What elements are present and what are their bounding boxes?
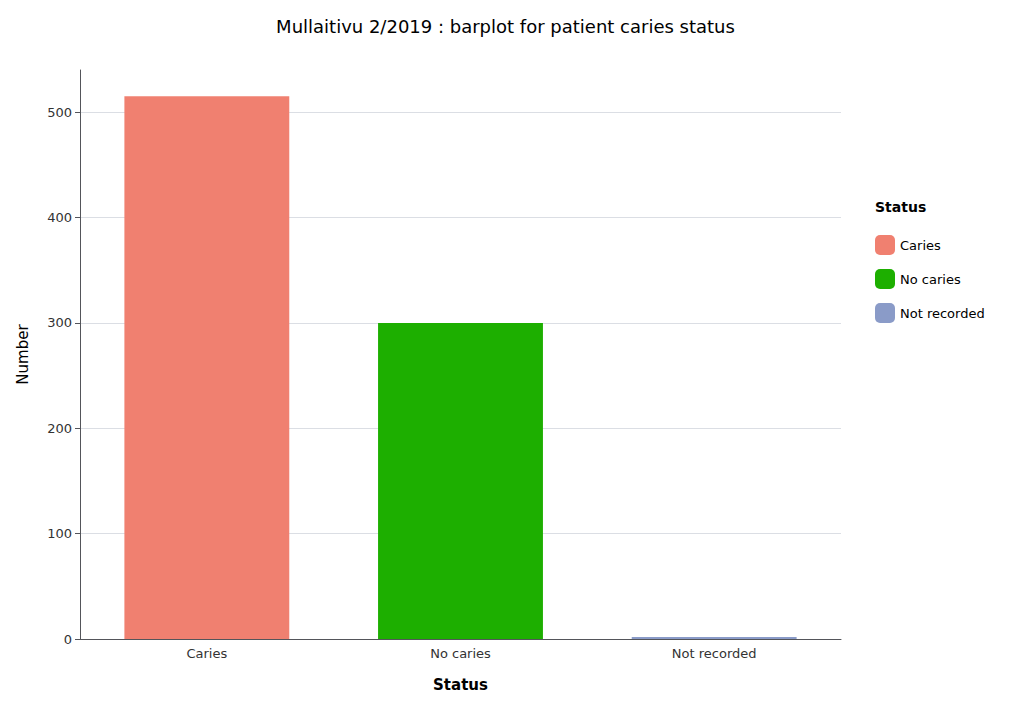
svg-text:Mullaitivu 2/2019 : barplot fo: Mullaitivu 2/2019 : barplot for patient …	[276, 16, 735, 37]
svg-text:500: 500	[47, 105, 72, 120]
svg-text:400: 400	[47, 210, 72, 225]
svg-text:Not recorded: Not recorded	[672, 646, 757, 661]
svg-text:0: 0	[64, 632, 72, 647]
svg-text:No caries: No caries	[900, 272, 961, 287]
svg-text:Not recorded: Not recorded	[900, 306, 985, 321]
svg-text:Caries: Caries	[900, 238, 941, 253]
svg-text:Status: Status	[875, 199, 926, 215]
svg-text:200: 200	[47, 421, 72, 436]
svg-text:100: 100	[47, 526, 72, 541]
svg-text:Number: Number	[14, 324, 32, 385]
svg-text:Status: Status	[433, 676, 488, 694]
svg-text:Caries: Caries	[186, 646, 227, 661]
svg-text:No caries: No caries	[430, 646, 491, 661]
svg-text:300: 300	[47, 315, 72, 330]
